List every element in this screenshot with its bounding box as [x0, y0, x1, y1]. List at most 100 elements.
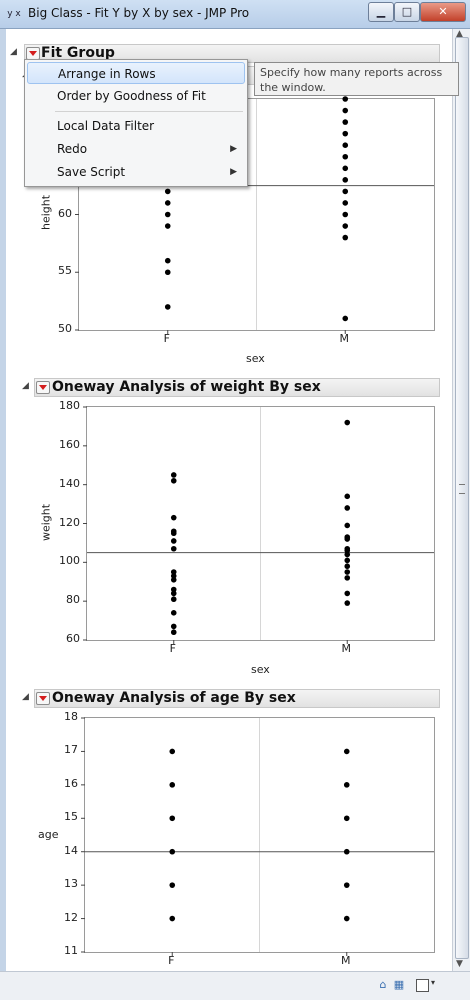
data-point[interactable]	[344, 493, 351, 500]
data-point[interactable]	[342, 234, 349, 241]
data-point[interactable]	[170, 528, 177, 535]
scroll-thumb[interactable]	[455, 37, 469, 959]
data-point[interactable]	[344, 545, 351, 552]
data-point[interactable]	[170, 472, 177, 478]
vertical-scrollbar[interactable]: ▲ ▼	[452, 29, 470, 971]
x-axis-label: sex	[251, 663, 270, 676]
data-point[interactable]	[170, 538, 177, 544]
data-point[interactable]	[344, 563, 351, 570]
data-point[interactable]	[344, 590, 351, 597]
menu-item-label: Redo	[57, 142, 88, 156]
close-button[interactable]: ✕	[420, 2, 466, 22]
data-point[interactable]	[342, 165, 349, 172]
maximize-button[interactable]: □	[394, 2, 420, 22]
data-point[interactable]	[344, 534, 351, 540]
menu-item-redo[interactable]: Redo ▶	[27, 138, 245, 160]
data-point[interactable]	[170, 573, 177, 579]
data-point[interactable]	[344, 557, 351, 564]
data-point[interactable]	[170, 629, 177, 636]
data-point[interactable]	[169, 748, 176, 755]
data-point[interactable]	[170, 623, 177, 630]
data-point[interactable]	[343, 748, 350, 755]
disclosure-triangle-icon[interactable]: ◢	[10, 47, 17, 57]
data-point[interactable]	[342, 177, 349, 183]
data-point[interactable]	[342, 153, 349, 160]
data-point[interactable]	[169, 915, 176, 922]
disclosure-triangle-icon[interactable]: ◢	[22, 692, 29, 702]
tooltip: Specify how many reports across the wind…	[254, 62, 459, 96]
data-point[interactable]	[170, 586, 177, 593]
data-point[interactable]	[342, 315, 349, 322]
data-point[interactable]	[164, 211, 171, 218]
data-point[interactable]	[169, 815, 176, 822]
data-point[interactable]	[170, 545, 177, 552]
y-tick-label: 80	[66, 593, 80, 607]
y-tick-label: 60	[66, 632, 80, 645]
data-point[interactable]	[164, 223, 171, 229]
data-point[interactable]	[164, 257, 171, 264]
data-point[interactable]	[164, 269, 171, 276]
data-point[interactable]	[164, 200, 171, 206]
data-point[interactable]	[342, 223, 349, 229]
scroll-down-icon[interactable]: ▼	[456, 959, 463, 969]
data-point[interactable]	[169, 782, 176, 788]
data-point[interactable]	[164, 304, 171, 310]
data-point[interactable]	[343, 882, 350, 888]
report-red-triangle-icon[interactable]	[36, 692, 50, 705]
window-titlebar[interactable]: y x Big Class - Fit Y by X by sex - JMP …	[0, 0, 470, 29]
minimize-button[interactable]: ▁	[368, 2, 394, 22]
submenu-arrow-icon: ▶	[230, 144, 237, 154]
data-point[interactable]	[344, 505, 351, 511]
data-point[interactable]	[170, 477, 177, 484]
data-point[interactable]	[170, 577, 177, 583]
data-point[interactable]	[170, 590, 177, 597]
data-point[interactable]	[343, 782, 350, 788]
data-point[interactable]	[342, 107, 349, 114]
data-table-icon[interactable]: ▦	[393, 978, 405, 991]
data-point[interactable]	[164, 188, 171, 195]
data-point[interactable]	[342, 142, 349, 148]
x-tick-label: M	[339, 332, 350, 345]
data-point[interactable]	[344, 600, 351, 606]
data-point[interactable]	[169, 882, 176, 888]
data-point[interactable]	[344, 522, 351, 529]
y-tick-label: 180	[59, 399, 80, 412]
data-point[interactable]	[343, 915, 350, 922]
home-icon[interactable]: ⌂	[379, 978, 387, 991]
data-point[interactable]	[343, 848, 350, 855]
data-point[interactable]	[342, 211, 349, 218]
data-point[interactable]	[344, 419, 351, 426]
data-point[interactable]	[342, 130, 349, 137]
scatter-plot-age[interactable]	[81, 717, 435, 956]
scatter-plot-weight[interactable]	[83, 406, 435, 644]
data-point[interactable]	[170, 610, 177, 616]
data-point[interactable]	[342, 119, 349, 125]
data-point[interactable]	[342, 200, 349, 206]
data-point[interactable]	[170, 569, 177, 575]
disclosure-triangle-icon[interactable]: ◢	[22, 381, 29, 391]
chart-canvas	[81, 717, 434, 956]
menu-item-order-by-goodness-of-fit[interactable]: Order by Goodness of Fit	[27, 85, 245, 107]
scatter-plot-height[interactable]	[75, 96, 435, 334]
scroll-up-icon[interactable]: ▲	[456, 29, 463, 39]
jmp-app-icon: y x	[7, 9, 21, 19]
data-point[interactable]	[343, 815, 350, 822]
chevron-down-icon[interactable]: ▾	[431, 978, 436, 987]
menu-item-save-script[interactable]: Save Script ▶	[27, 161, 245, 183]
data-point[interactable]	[342, 188, 349, 195]
data-point[interactable]	[344, 575, 351, 581]
report-header-weight[interactable]	[34, 378, 440, 397]
data-point[interactable]	[342, 96, 349, 102]
menu-item-local-data-filter[interactable]: Local Data Filter	[27, 115, 245, 137]
data-point[interactable]	[170, 596, 177, 603]
status-checkbox[interactable]	[416, 979, 429, 992]
report-header-age[interactable]	[34, 689, 440, 708]
report-red-triangle-icon[interactable]	[36, 381, 50, 394]
data-point[interactable]	[170, 514, 177, 521]
data-point[interactable]	[344, 551, 351, 558]
menu-item-arrange-in-rows[interactable]: Arrange in Rows	[27, 62, 245, 84]
y-axis-label: age	[38, 828, 59, 841]
red-triangle-popup-menu: Arrange in Rows Order by Goodness of Fit…	[24, 59, 248, 187]
data-point[interactable]	[344, 569, 351, 575]
data-point[interactable]	[169, 848, 176, 855]
